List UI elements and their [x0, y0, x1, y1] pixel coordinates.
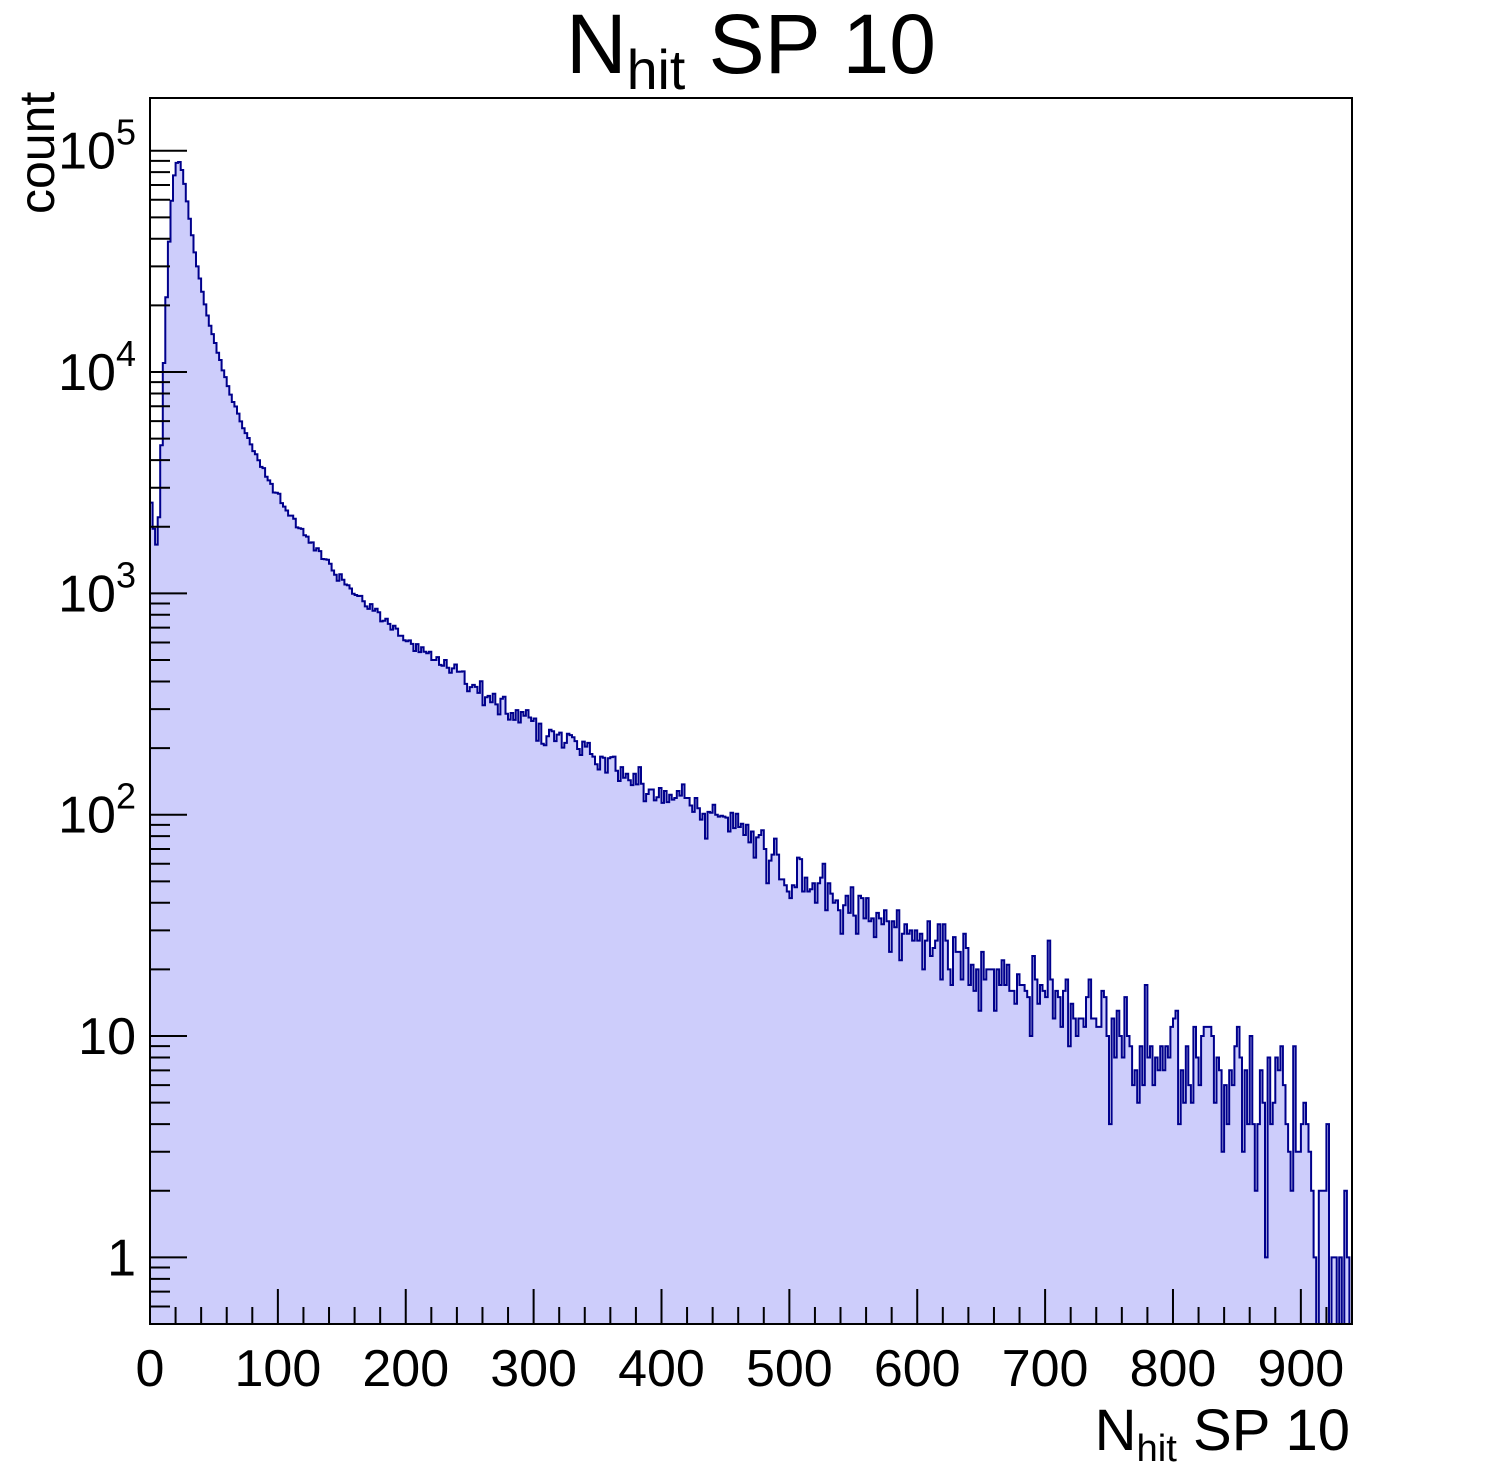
chart-title-rest: SP 10	[685, 0, 936, 91]
chart-title: Nhit SP 10	[150, 0, 1352, 99]
x-tick-label: 500	[746, 1340, 833, 1398]
x-tick-labels: 0 100 200 300 400 500 600 700 800 900	[136, 1340, 1345, 1398]
histogram-area	[149, 161, 1352, 1325]
plot-frame	[149, 97, 1353, 1325]
y-tick-label: 105	[58, 112, 136, 181]
x-axis-title-subscript: hit	[1136, 1426, 1177, 1470]
x-axis-title: Nhit SP 10	[0, 1402, 1350, 1468]
y-tick-label: 102	[58, 776, 136, 845]
x-tick-label: 200	[362, 1340, 449, 1398]
y-tick-labels: 1 10 102 103 104 105	[58, 112, 136, 1288]
x-tick-label: 800	[1130, 1340, 1217, 1398]
x-tick-label: 300	[490, 1340, 577, 1398]
y-ticks	[150, 149, 187, 1325]
x-axis-title-rest: SP 10	[1176, 1398, 1350, 1463]
x-tick-label: 100	[234, 1340, 321, 1398]
chart-title-main: N	[566, 0, 627, 91]
y-tick-label: 104	[58, 333, 136, 402]
x-tick-label: 600	[874, 1340, 961, 1398]
x-tick-label: 0	[136, 1340, 165, 1398]
y-tick-label: 10	[78, 1008, 136, 1066]
y-tick-label: 103	[58, 554, 136, 623]
y-axis-title: count	[9, 91, 65, 214]
x-axis-title-main: N	[1094, 1398, 1137, 1463]
x-tick-label: 900	[1257, 1340, 1344, 1398]
x-tick-label: 400	[618, 1340, 705, 1398]
x-tick-label: 700	[1002, 1340, 1089, 1398]
x-ticks	[149, 1289, 1353, 1324]
chart-title-subscript: hit	[626, 38, 686, 101]
y-tick-label: 1	[107, 1229, 136, 1287]
